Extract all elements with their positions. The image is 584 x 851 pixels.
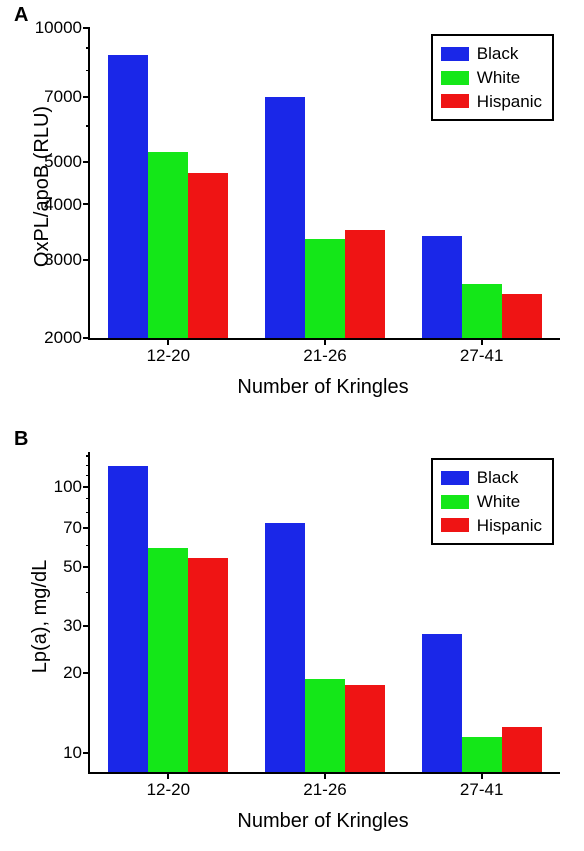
legend-swatch-black-b: [441, 471, 469, 485]
xtick-mark: [167, 772, 169, 779]
xtick-label: 12-20: [147, 346, 190, 366]
bar-hispanic: [345, 685, 385, 772]
panel-b-label: B: [14, 428, 28, 451]
ytick-mark: [83, 672, 90, 674]
bar-white: [305, 679, 345, 772]
ytick-mark: [83, 527, 90, 529]
bar-hispanic: [188, 173, 228, 338]
legend-row-hispanic: Hispanic: [441, 90, 542, 114]
ytick-minor: [86, 592, 90, 594]
bar-hispanic: [502, 294, 542, 339]
figure: A Black White Hispanic 20003000400050007…: [0, 0, 584, 851]
xlabel-a: Number of Kringles: [237, 376, 408, 399]
ytick-mark: [83, 259, 90, 261]
ytick-label: 2000: [44, 328, 82, 348]
ytick-label: 20: [63, 663, 82, 683]
legend-swatch-black: [441, 47, 469, 61]
legend-row-white-b: White: [441, 490, 542, 514]
legend-a: Black White Hispanic: [431, 34, 554, 121]
ylabel-b: Lp(a), mg/dL: [29, 560, 52, 673]
ytick-mark: [83, 96, 90, 98]
ytick-minor: [86, 512, 90, 514]
ytick-label: 30: [63, 616, 82, 636]
legend-row-white: White: [441, 66, 542, 90]
ytick-mark: [83, 203, 90, 205]
bar-white: [305, 239, 345, 338]
bar-black: [265, 97, 305, 338]
ytick-mark: [83, 625, 90, 627]
ytick-label: 10000: [35, 18, 82, 38]
bar-hispanic: [345, 230, 385, 338]
bar-black: [108, 466, 148, 772]
bar-hispanic: [502, 727, 542, 772]
legend-swatch-hispanic-b: [441, 518, 469, 532]
xtick-label: 27-41: [460, 780, 503, 800]
legend-label-black: Black: [477, 42, 519, 66]
ytick-label: 50: [63, 557, 82, 577]
xtick-mark: [481, 772, 483, 779]
bar-white: [148, 548, 188, 772]
ytick-mark: [83, 566, 90, 568]
ytick-mark: [83, 752, 90, 754]
legend-label-black-b: Black: [477, 466, 519, 490]
panel-a: A Black White Hispanic 20003000400050007…: [0, 0, 584, 420]
ytick-label: 10: [63, 743, 82, 763]
ytick-label: 70: [63, 518, 82, 538]
xtick-label: 21-26: [303, 780, 346, 800]
ytick-mark: [83, 337, 90, 339]
bar-black: [422, 236, 462, 338]
ytick-minor: [86, 465, 90, 467]
legend-row-black: Black: [441, 42, 542, 66]
legend-row-black-b: Black: [441, 466, 542, 490]
bar-white: [462, 284, 502, 338]
legend-label-hispanic-b: Hispanic: [477, 514, 542, 538]
ytick-label: 7000: [44, 87, 82, 107]
bar-black: [108, 55, 148, 338]
ytick-minor: [86, 545, 90, 547]
plot-area-b: Black White Hispanic 102030507010012-202…: [88, 452, 560, 774]
legend-swatch-hispanic: [441, 94, 469, 108]
xtick-label: 21-26: [303, 346, 346, 366]
panel-a-label: A: [14, 4, 28, 27]
legend-swatch-white-b: [441, 495, 469, 509]
legend-swatch-white: [441, 71, 469, 85]
ytick-mark: [83, 27, 90, 29]
ytick-mark: [83, 161, 90, 163]
legend-label-white: White: [477, 66, 520, 90]
xtick-label: 12-20: [147, 780, 190, 800]
legend-label-white-b: White: [477, 490, 520, 514]
legend-label-hispanic: Hispanic: [477, 90, 542, 114]
ytick-label: 100: [54, 477, 82, 497]
xtick-mark: [481, 338, 483, 345]
xtick-mark: [167, 338, 169, 345]
ytick-mark: [83, 486, 90, 488]
bar-white: [462, 737, 502, 772]
ylabel-a: OxPL/apoB (RLU): [31, 106, 54, 267]
bar-white: [148, 152, 188, 338]
bar-black: [265, 523, 305, 772]
xtick-label: 27-41: [460, 346, 503, 366]
xlabel-b: Number of Kringles: [237, 810, 408, 833]
ytick-minor: [86, 455, 90, 457]
ytick-minor: [86, 475, 90, 477]
legend-row-hispanic-b: Hispanic: [441, 514, 542, 538]
ytick-minor: [86, 47, 90, 49]
bar-hispanic: [188, 558, 228, 772]
plot-area-a: Black White Hispanic 2000300040005000700…: [88, 28, 560, 340]
xtick-mark: [324, 772, 326, 779]
ytick-minor: [86, 70, 90, 72]
ytick-minor: [86, 498, 90, 500]
bar-black: [422, 634, 462, 772]
legend-b: Black White Hispanic: [431, 458, 554, 545]
xtick-mark: [324, 338, 326, 345]
panel-b: B Black White Hispanic 102030507010012-2…: [0, 420, 584, 851]
ytick-minor: [86, 125, 90, 127]
